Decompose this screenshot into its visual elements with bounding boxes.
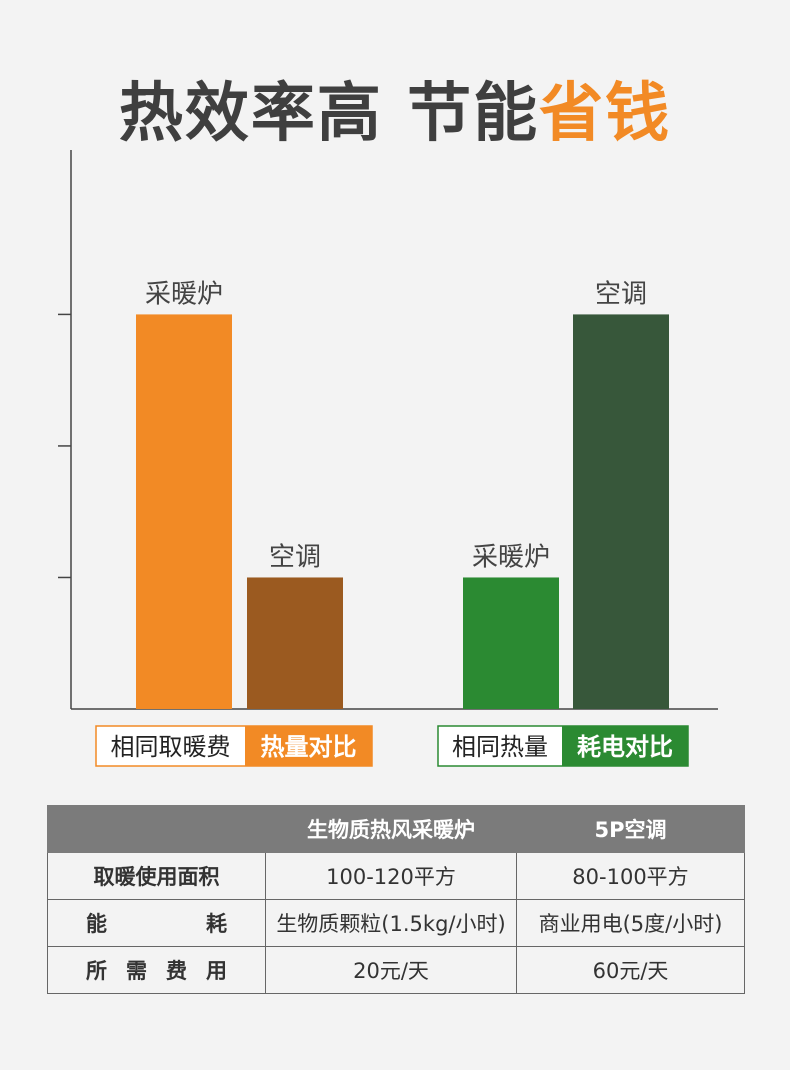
comparison-table: 生物质热风采暖炉 5P空调 取暖使用面积 100-120平方 80-100平方 能耗 生物… [47,805,745,994]
bar [573,314,669,709]
table-cell: 能耗 [47,899,266,947]
bar [136,314,232,709]
table-cell: 取暖使用面积 [47,852,266,900]
bar-label: 空调 [595,279,647,309]
legend-fill [562,726,688,766]
table-cell: 所需费用 [47,946,266,994]
header-cell: 5P空调 [516,805,745,853]
group-label: 相同取暖费 [111,733,231,761]
table-cell: 60元/天 [516,946,745,994]
group-label-highlight: 热量对比 [261,733,357,761]
header-cell: 生物质热风采暖炉 [265,805,517,853]
table-row: 取暖使用面积 100-120平方 80-100平方 [47,852,745,900]
bar [463,577,559,709]
bar-label: 采暖炉 [145,279,223,309]
header-cell [47,805,266,853]
group-label-highlight: 耗电对比 [577,733,673,761]
bar [247,577,343,709]
table-cell: 生物质颗粒(1.5kg/小时) [265,899,517,947]
bar-label: 采暖炉 [472,542,550,572]
bar-label: 空调 [269,542,321,572]
table-cell: 100-120平方 [265,852,517,900]
legend-fill [245,726,372,766]
group-label: 相同热量 [452,733,548,761]
title-highlight: 省钱 [539,77,672,151]
table-cell: 商业用电(5度/小时) [516,899,745,947]
title-part: 热效率高 节能 [118,77,540,151]
table-cell: 20元/天 [265,946,517,994]
table-row: 能耗 生物质颗粒(1.5kg/小时) 商业用电(5度/小时) [47,899,745,947]
table-row: 所需费用 20元/天 60元/天 [47,946,745,994]
title: 热效率高 节能省钱 [0,62,790,154]
table-cell: 80-100平方 [516,852,745,900]
